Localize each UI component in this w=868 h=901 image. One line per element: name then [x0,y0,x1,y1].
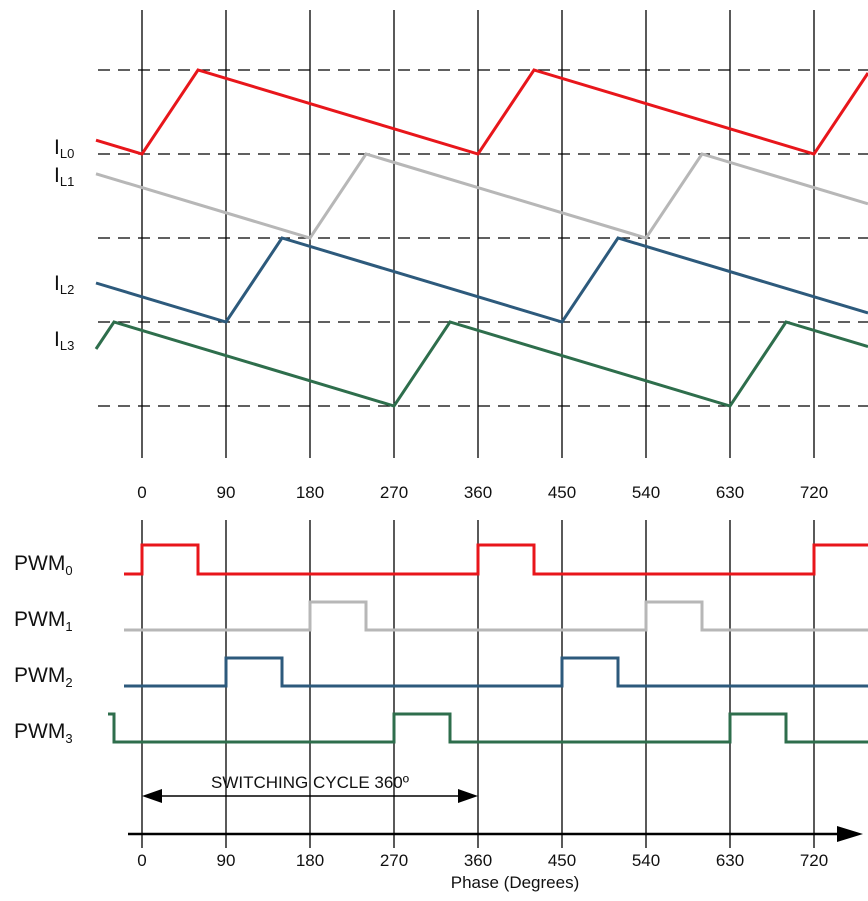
pwm-label-1: PWM1 [14,608,73,634]
phase-tick-label: 90 [217,851,236,870]
switching-cycle-label: SWITCHING CYCLE 360º [211,773,409,792]
phase-tick-label: 630 [716,483,744,502]
phase-tick-label: 630 [716,851,744,870]
bottom-phase-tick-labels: 0 90 180 270 360 450 540 630 720 [137,851,828,870]
pwm-label-3: PWM3 [14,720,73,746]
phase-tick-label: 540 [632,851,660,870]
pwm-waveform-2 [124,656,868,688]
switching-cycle-annotation: SWITCHING CYCLE 360º [142,773,478,803]
phase-tick-label: 0 [137,851,146,870]
current-label-l0: IL0 [54,136,74,161]
switching-cycle-arrowhead-right [458,789,478,803]
pwm-waveform-0 [124,543,868,576]
pwm-waveform-3 [108,712,868,744]
phase-tick-label: 270 [380,483,408,502]
pwm-label-0: PWM0 [14,552,73,578]
switching-cycle-arrowhead-left [142,789,162,803]
phase-tick-label: 450 [548,483,576,502]
pwm-waveform-1 [124,600,868,632]
phase-tick-label: 720 [800,483,828,502]
current-label-l1: IL1 [54,164,74,189]
phase-tick-label: 450 [548,851,576,870]
phase-tick-label: 180 [296,483,324,502]
phase-tick-label: 720 [800,851,828,870]
pwm-label-2: PWM2 [14,664,73,690]
inductor-current-waveform-l2 [95,236,868,324]
top-phase-tick-labels: 0 90 180 270 360 450 540 630 720 [137,483,828,502]
phase-tick-label: 360 [464,483,492,502]
pwm-waveforms [108,543,868,744]
phase-tick-label: 180 [296,851,324,870]
phase-tick-label: 360 [464,851,492,870]
phase-tick-label: 270 [380,851,408,870]
inductor-current-waveforms [94,68,868,408]
current-label-l2: IL2 [54,272,74,297]
inductor-current-waveform-l3 [94,320,868,408]
phase-axis [128,826,863,842]
phase-tick-label: 90 [217,483,236,502]
phase-tick-label: 0 [137,483,146,502]
inductor-current-waveform-l0 [95,68,868,156]
phase-axis-arrowhead [837,826,863,842]
phase-axis-title: Phase (Degrees) [451,873,580,892]
inductor-current-waveform-l1 [95,152,868,240]
signal-labels: IL0 PWM0 IL1 PWM1 IL2 PWM2 IL3 PWM3 [14,136,74,746]
phase-tick-label: 540 [632,483,660,502]
current-label-l3: IL3 [54,328,74,353]
